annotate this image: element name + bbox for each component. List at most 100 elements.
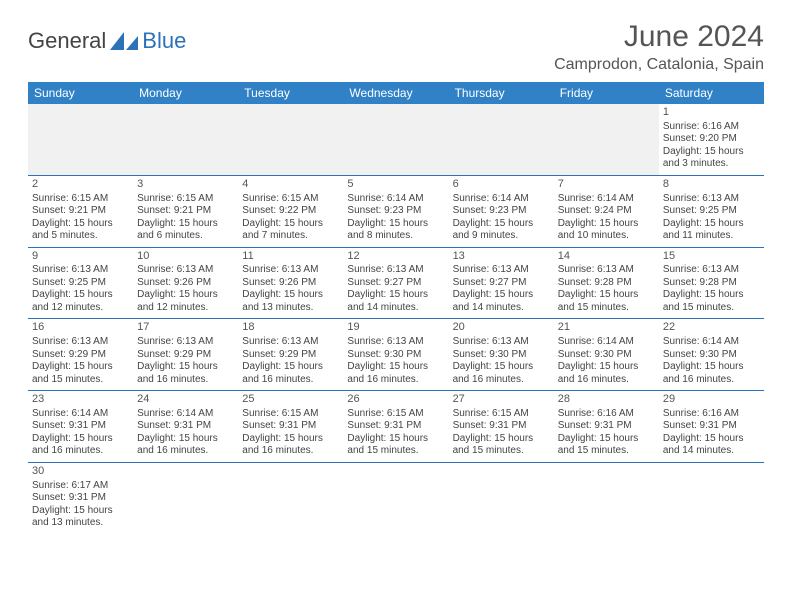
calendar-cell: 4Sunrise: 6:15 AMSunset: 9:22 PMDaylight… [238, 175, 343, 247]
daylight-text: Daylight: 15 hours and 9 minutes. [453, 218, 550, 243]
calendar-cell: 6Sunrise: 6:14 AMSunset: 9:23 PMDaylight… [449, 175, 554, 247]
logo-text-general: General [28, 28, 106, 54]
calendar-cell: 26Sunrise: 6:15 AMSunset: 9:31 PMDayligh… [343, 391, 448, 463]
sunrise-text: Sunrise: 6:15 AM [453, 408, 550, 421]
daylight-text: Daylight: 15 hours and 11 minutes. [663, 218, 760, 243]
sunrise-text: Sunrise: 6:15 AM [347, 408, 444, 421]
daylight-text: Daylight: 15 hours and 15 minutes. [558, 289, 655, 314]
daylight-text: Daylight: 15 hours and 16 minutes. [453, 361, 550, 386]
sunrise-text: Sunrise: 6:14 AM [347, 193, 444, 206]
logo-sail-icon [110, 32, 138, 50]
day-number: 19 [347, 321, 444, 335]
sunset-text: Sunset: 9:23 PM [453, 205, 550, 218]
calendar-cell [238, 104, 343, 175]
day-number: 1 [663, 106, 760, 120]
day-number: 20 [453, 321, 550, 335]
daylight-text: Daylight: 15 hours and 13 minutes. [32, 505, 129, 530]
sunrise-text: Sunrise: 6:14 AM [32, 408, 129, 421]
day-number: 27 [453, 393, 550, 407]
sunset-text: Sunset: 9:30 PM [663, 349, 760, 362]
sunset-text: Sunset: 9:30 PM [453, 349, 550, 362]
day-number: 3 [137, 178, 234, 192]
day-number: 7 [558, 178, 655, 192]
calendar-cell [343, 104, 448, 175]
sunset-text: Sunset: 9:28 PM [663, 277, 760, 290]
calendar-cell [28, 104, 133, 175]
day-number: 23 [32, 393, 129, 407]
sunrise-text: Sunrise: 6:13 AM [453, 336, 550, 349]
calendar-cell: 28Sunrise: 6:16 AMSunset: 9:31 PMDayligh… [554, 391, 659, 463]
sunrise-text: Sunrise: 6:13 AM [242, 336, 339, 349]
sunset-text: Sunset: 9:23 PM [347, 205, 444, 218]
daylight-text: Daylight: 15 hours and 16 minutes. [663, 361, 760, 386]
sunset-text: Sunset: 9:29 PM [137, 349, 234, 362]
sunrise-text: Sunrise: 6:13 AM [347, 336, 444, 349]
calendar-cell [554, 104, 659, 175]
calendar-week-row: 9Sunrise: 6:13 AMSunset: 9:25 PMDaylight… [28, 247, 764, 319]
day-number: 15 [663, 250, 760, 264]
day-number: 25 [242, 393, 339, 407]
daylight-text: Daylight: 15 hours and 8 minutes. [347, 218, 444, 243]
sunrise-text: Sunrise: 6:15 AM [32, 193, 129, 206]
daylight-text: Daylight: 15 hours and 15 minutes. [453, 433, 550, 458]
day-number: 26 [347, 393, 444, 407]
sunrise-text: Sunrise: 6:13 AM [32, 264, 129, 277]
header: General Blue June 2024 Camprodon, Catalo… [28, 20, 764, 74]
calendar-cell [659, 462, 764, 533]
calendar-week-row: 16Sunrise: 6:13 AMSunset: 9:29 PMDayligh… [28, 319, 764, 391]
sunset-text: Sunset: 9:20 PM [663, 133, 760, 146]
daylight-text: Daylight: 15 hours and 15 minutes. [32, 361, 129, 386]
sunrise-text: Sunrise: 6:15 AM [137, 193, 234, 206]
calendar-cell [133, 104, 238, 175]
sunset-text: Sunset: 9:31 PM [32, 492, 129, 505]
day-number: 2 [32, 178, 129, 192]
sunset-text: Sunset: 9:31 PM [32, 420, 129, 433]
daylight-text: Daylight: 15 hours and 13 minutes. [242, 289, 339, 314]
day-number: 10 [137, 250, 234, 264]
sunrise-text: Sunrise: 6:14 AM [558, 193, 655, 206]
daylight-text: Daylight: 15 hours and 15 minutes. [663, 289, 760, 314]
calendar-cell: 7Sunrise: 6:14 AMSunset: 9:24 PMDaylight… [554, 175, 659, 247]
sunset-text: Sunset: 9:24 PM [558, 205, 655, 218]
calendar-cell [133, 462, 238, 533]
daylight-text: Daylight: 15 hours and 3 minutes. [663, 146, 760, 171]
calendar-body: 1Sunrise: 6:16 AMSunset: 9:20 PMDaylight… [28, 104, 764, 534]
day-header: Sunday [28, 82, 133, 104]
daylight-text: Daylight: 15 hours and 14 minutes. [347, 289, 444, 314]
sunrise-text: Sunrise: 6:13 AM [137, 264, 234, 277]
calendar-cell: 1Sunrise: 6:16 AMSunset: 9:20 PMDaylight… [659, 104, 764, 175]
calendar-cell: 30Sunrise: 6:17 AMSunset: 9:31 PMDayligh… [28, 462, 133, 533]
day-number: 11 [242, 250, 339, 264]
day-number: 17 [137, 321, 234, 335]
calendar-cell: 19Sunrise: 6:13 AMSunset: 9:30 PMDayligh… [343, 319, 448, 391]
calendar-cell [449, 104, 554, 175]
sunset-text: Sunset: 9:30 PM [558, 349, 655, 362]
calendar-cell [554, 462, 659, 533]
calendar-week-row: 2Sunrise: 6:15 AMSunset: 9:21 PMDaylight… [28, 175, 764, 247]
day-header: Thursday [449, 82, 554, 104]
sunset-text: Sunset: 9:27 PM [453, 277, 550, 290]
sunset-text: Sunset: 9:21 PM [32, 205, 129, 218]
logo: General Blue [28, 28, 186, 54]
daylight-text: Daylight: 15 hours and 16 minutes. [558, 361, 655, 386]
day-number: 8 [663, 178, 760, 192]
sunrise-text: Sunrise: 6:13 AM [242, 264, 339, 277]
daylight-text: Daylight: 15 hours and 16 minutes. [347, 361, 444, 386]
sunset-text: Sunset: 9:31 PM [242, 420, 339, 433]
title-block: June 2024 Camprodon, Catalonia, Spain [554, 20, 764, 74]
day-number: 9 [32, 250, 129, 264]
daylight-text: Daylight: 15 hours and 15 minutes. [347, 433, 444, 458]
sunset-text: Sunset: 9:30 PM [347, 349, 444, 362]
sunset-text: Sunset: 9:25 PM [32, 277, 129, 290]
calendar-cell: 18Sunrise: 6:13 AMSunset: 9:29 PMDayligh… [238, 319, 343, 391]
location: Camprodon, Catalonia, Spain [554, 56, 764, 74]
sunset-text: Sunset: 9:27 PM [347, 277, 444, 290]
day-header: Monday [133, 82, 238, 104]
calendar-cell [343, 462, 448, 533]
sunrise-text: Sunrise: 6:14 AM [453, 193, 550, 206]
sunrise-text: Sunrise: 6:14 AM [137, 408, 234, 421]
sunset-text: Sunset: 9:28 PM [558, 277, 655, 290]
sunset-text: Sunset: 9:26 PM [137, 277, 234, 290]
sunrise-text: Sunrise: 6:14 AM [663, 336, 760, 349]
sunset-text: Sunset: 9:31 PM [558, 420, 655, 433]
